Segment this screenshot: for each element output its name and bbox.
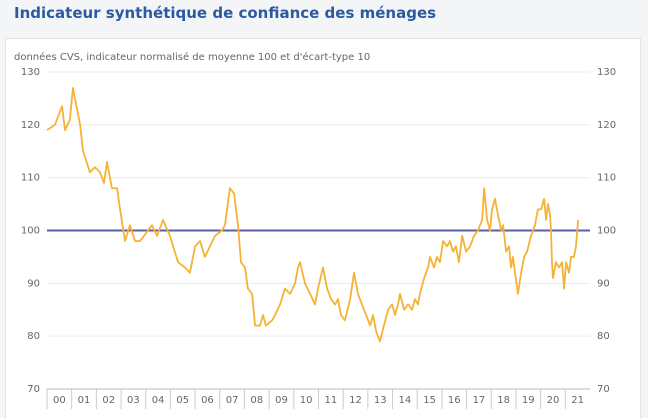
y-tick-label: 100	[21, 226, 40, 237]
y-tick-label: 130	[21, 67, 40, 78]
x-tick-label: 11	[324, 395, 337, 406]
x-tick-label: 04	[152, 395, 165, 406]
y-tick-label: 90	[27, 278, 40, 289]
y2-tick-label: 90	[597, 278, 610, 289]
x-tick-label: 16	[448, 395, 461, 406]
x-tick-label: 15	[423, 395, 436, 406]
y2-tick-label: 70	[597, 384, 610, 395]
y-tick-label: 110	[21, 173, 40, 184]
y2-tick-label: 110	[597, 173, 616, 184]
x-tick-label: 20	[547, 395, 560, 406]
x-tick-label: 18	[497, 395, 510, 406]
y2-tick-label: 120	[597, 120, 616, 131]
x-tick-label: 05	[176, 395, 189, 406]
x-tick-label: 08	[250, 395, 263, 406]
x-tick-label: 06	[201, 395, 214, 406]
x-tick-label: 01	[78, 395, 91, 406]
chart-subtitle: données CVS, indicateur normalisé de moy…	[14, 51, 370, 63]
x-tick-label: 07	[226, 395, 239, 406]
x-tick-label: 13	[374, 395, 387, 406]
x-tick-label: 00	[53, 395, 66, 406]
data-line	[46, 86, 580, 343]
chart-title: Indicateur synthétique de confiance des …	[14, 4, 437, 22]
x-tick-label: 21	[571, 395, 584, 406]
y2-tick-label: 130	[597, 67, 616, 78]
x-tick-label: 19	[522, 395, 535, 406]
x-tick-label: 12	[349, 395, 362, 406]
x-tick-label: 03	[127, 395, 140, 406]
y-tick-label: 120	[21, 120, 40, 131]
chart-card	[5, 38, 641, 418]
y-tick-label: 80	[27, 331, 40, 342]
y-tick-label: 70	[27, 384, 40, 395]
x-tick-label: 17	[473, 395, 486, 406]
y2-tick-label: 100	[597, 226, 616, 237]
x-tick-label: 02	[102, 395, 115, 406]
x-tick-label: 14	[399, 395, 412, 406]
x-tick-label: 10	[300, 395, 313, 406]
y2-tick-label: 80	[597, 331, 610, 342]
x-tick-label: 09	[275, 395, 288, 406]
